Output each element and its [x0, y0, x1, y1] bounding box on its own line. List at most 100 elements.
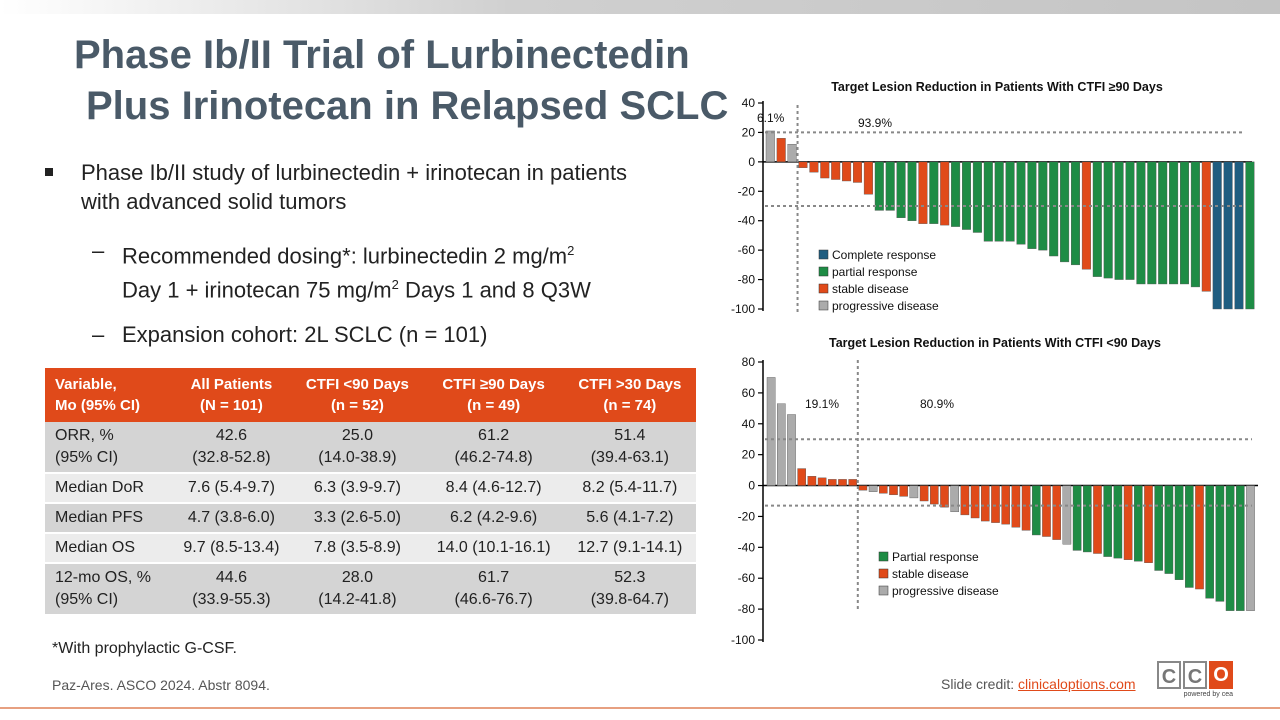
y-tick-label: -20 [738, 184, 756, 198]
legend-swatch [818, 266, 829, 277]
waterfall-bar [1212, 161, 1222, 310]
waterfall-bar [831, 161, 841, 180]
y-tick-label: -80 [738, 273, 756, 287]
legend-swatch [818, 283, 829, 294]
title-line-2: Plus Irinotecan in Relapsed SCLC [86, 84, 729, 128]
waterfall-bar [874, 161, 884, 211]
waterfall-bar [1205, 485, 1214, 599]
table-row: Median OS 9.7 (8.5-13.4) 7.8 (3.5-8.9) 1… [45, 532, 696, 563]
dosing-text-1: Recommended dosing*: lurbinectedin 2 mg/… [122, 243, 568, 269]
waterfall-bar [1123, 485, 1133, 560]
table-row: ORR, % (95% CI) 42.6 (32.8-52.8) 25.0 (14.0… [45, 422, 696, 473]
waterfall-bar [940, 485, 949, 508]
waterfall-bar [907, 161, 917, 221]
dosing-text-3: Days 1 and 8 Q3W [398, 277, 591, 303]
dosing-sup-2: 2 [391, 277, 399, 293]
waterfall-bar [787, 414, 796, 486]
waterfall-bar [889, 485, 898, 496]
waterfall-bar [807, 476, 817, 486]
page-title: Phase Ib/II Trial of Lurbinectedin Plus … [74, 30, 754, 132]
table-row: Median PFS 4.7 (3.8-6.0) 3.3 (2.6-5.0) 6… [45, 502, 696, 533]
waterfall-bar [1081, 161, 1091, 270]
waterfall-bar [1234, 161, 1244, 310]
header-variable: Variable, Mo (95% CI) [45, 368, 172, 422]
waterfall-bar [1042, 485, 1051, 537]
citation: Paz-Ares. ASCO 2024. Abstr 8094. [52, 677, 270, 693]
waterfall-bar [817, 477, 827, 486]
waterfall-bar [1195, 485, 1204, 590]
waterfall-bar [1174, 485, 1184, 580]
waterfall-bar [1245, 161, 1255, 310]
waterfall-bar [1021, 485, 1031, 531]
waterfall-bar [962, 161, 972, 230]
waterfall-bar [787, 143, 797, 163]
waterfall-bar [1070, 161, 1080, 266]
waterfall-bar [1169, 161, 1179, 285]
y-tick-label: -20 [738, 509, 756, 523]
waterfall-bar [797, 468, 806, 486]
dosing-sup-1: 2 [567, 243, 575, 258]
legend-label: stable disease [832, 282, 909, 296]
waterfall-bar [1235, 485, 1245, 611]
logo-letter-o: O [1209, 661, 1233, 689]
waterfall-bar [1136, 161, 1146, 285]
chart-title: Target Lesion Reduction in Patients With… [829, 336, 1161, 350]
percentage-annotation: 19.1% [805, 397, 839, 411]
waterfall-bar [838, 479, 847, 486]
header-ctfi-ge90: CTFI ≥90 Days (n = 49) [423, 368, 564, 422]
waterfall-bar [1031, 485, 1041, 536]
waterfall-chart-ctfi-ge90: Target Lesion Reduction in Patients With… [731, 80, 1255, 316]
logo-letter-c2: C [1183, 661, 1207, 689]
waterfall-bar [1103, 161, 1113, 279]
logo-tagline: powered by cea [1183, 691, 1233, 698]
legend-label: Partial response [892, 550, 979, 564]
legend-swatch [878, 568, 889, 579]
waterfall-bar [918, 161, 928, 224]
percentage-annotation: 93.9% [858, 116, 892, 130]
expansion-text: Expansion cohort: 2L SCLC (n = 101) [122, 322, 488, 347]
legend-label: partial response [832, 265, 918, 279]
y-tick-label: 40 [742, 417, 756, 431]
waterfall-bar [1133, 485, 1143, 562]
waterfall-bar [1164, 485, 1174, 574]
waterfall-bar [1215, 485, 1225, 602]
credit-label: Slide credit: [941, 676, 1019, 692]
waterfall-bar [848, 479, 857, 486]
header-all-patients: All Patients (N = 101) [171, 368, 292, 422]
dash-icon: – [92, 322, 105, 347]
waterfall-bar [1158, 161, 1168, 285]
header-ctfi-gt30: CTFI >30 Days (n = 74) [563, 368, 696, 422]
y-tick-label: 0 [748, 155, 755, 169]
cco-logo: C C O powered by cea [1157, 661, 1233, 705]
credit-link[interactable]: clinicaloptions.com [1018, 676, 1136, 692]
waterfall-bar [1062, 485, 1072, 545]
waterfall-bar [929, 161, 939, 224]
waterfall-bar [858, 485, 868, 491]
y-tick-label: 80 [742, 355, 756, 369]
slide-credit: Slide credit: clinicaloptions.com [941, 676, 1136, 692]
waterfall-bar [777, 403, 786, 486]
bottom-rule [0, 707, 1280, 709]
waterfall-chart-ctfi-lt90: Target Lesion Reduction in Patients With… [731, 336, 1258, 647]
waterfall-bar [1093, 485, 1102, 554]
waterfall-bar [885, 161, 895, 211]
waterfall-bar [970, 485, 980, 519]
y-tick-label: -60 [738, 571, 756, 585]
waterfall-bar [1060, 161, 1070, 263]
bullet-square-icon [45, 168, 53, 176]
y-tick-label: 20 [742, 448, 756, 462]
waterfall-bar [1092, 161, 1102, 277]
waterfall-bar [842, 161, 852, 182]
waterfall-bar [1144, 485, 1153, 563]
waterfall-bar [899, 485, 908, 497]
waterfall-bar [1103, 485, 1112, 557]
waterfall-bar [853, 161, 863, 183]
waterfall-bar [765, 130, 775, 163]
waterfall-bar [1147, 161, 1157, 285]
y-tick-label: -100 [731, 302, 755, 316]
waterfall-bar [1125, 161, 1135, 280]
waterfall-bar [950, 485, 959, 513]
y-tick-label: -40 [738, 540, 756, 554]
legend-swatch [818, 249, 829, 260]
waterfall-bar [1223, 161, 1233, 310]
